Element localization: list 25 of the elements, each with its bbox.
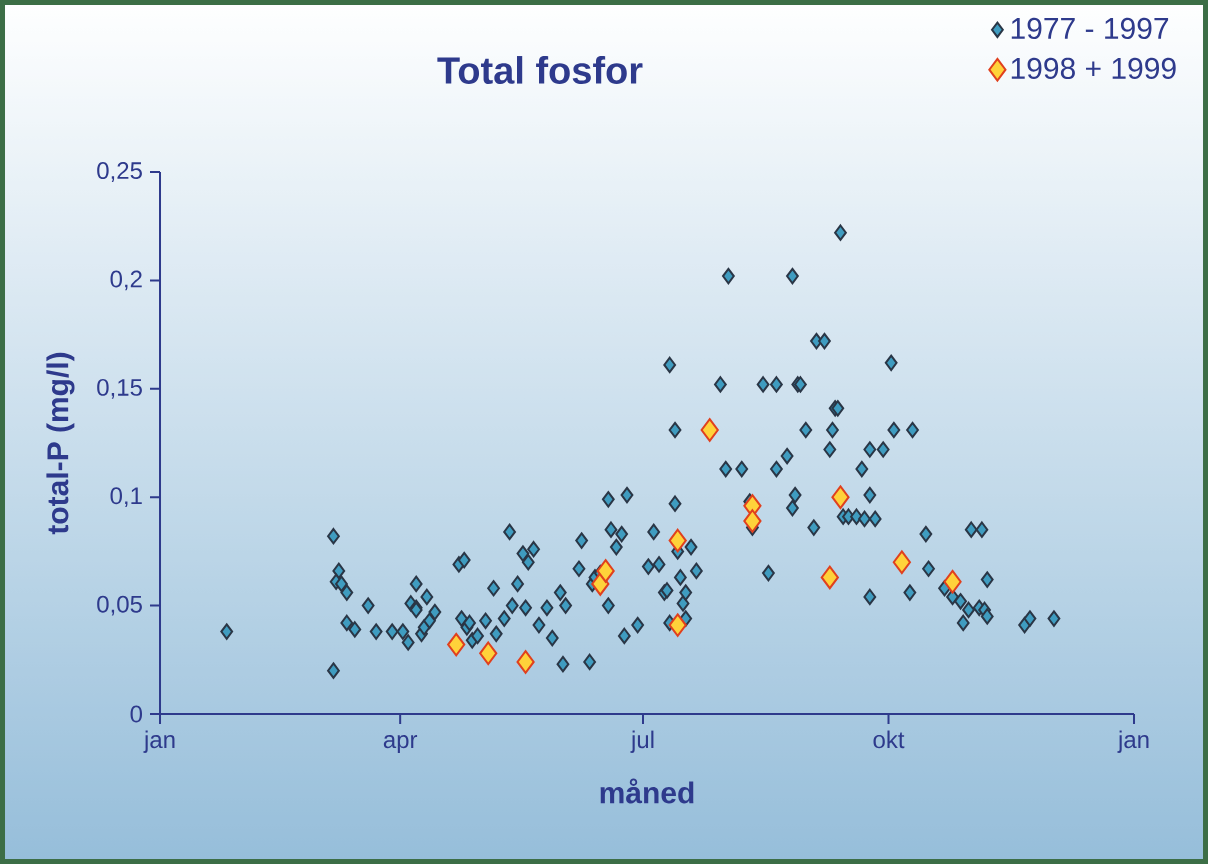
point xyxy=(479,641,498,666)
point xyxy=(892,550,911,575)
y-tick-label: 0 xyxy=(130,705,143,723)
point xyxy=(516,650,535,674)
y-tick-label: 0,1 xyxy=(110,487,142,508)
y-axis-title: total-P (mg/l) xyxy=(46,352,75,535)
point xyxy=(820,565,839,590)
legend-label: 1998 + 1999 xyxy=(1011,57,1176,79)
x-axis-title: måned xyxy=(600,778,694,804)
y-tick-label: 0,05 xyxy=(97,595,142,616)
y-tick-label: 0,2 xyxy=(110,270,142,291)
x-tick-label: apr xyxy=(383,735,418,753)
x-tick-label: jul xyxy=(630,730,654,753)
point xyxy=(596,559,615,583)
point xyxy=(700,418,719,442)
point xyxy=(743,509,762,533)
y-tick-label: 0,25 xyxy=(97,162,142,182)
y-tick-label: 0,15 xyxy=(97,378,142,399)
x-tick-label: jan xyxy=(1117,730,1149,753)
point xyxy=(447,632,466,657)
x-tick-label: jan xyxy=(143,730,175,753)
point xyxy=(831,485,850,509)
legend-label: 1977 - 1997 xyxy=(1011,17,1169,40)
x-tick-label: okt xyxy=(873,730,905,749)
chart-title: Total fosfor xyxy=(437,56,643,84)
